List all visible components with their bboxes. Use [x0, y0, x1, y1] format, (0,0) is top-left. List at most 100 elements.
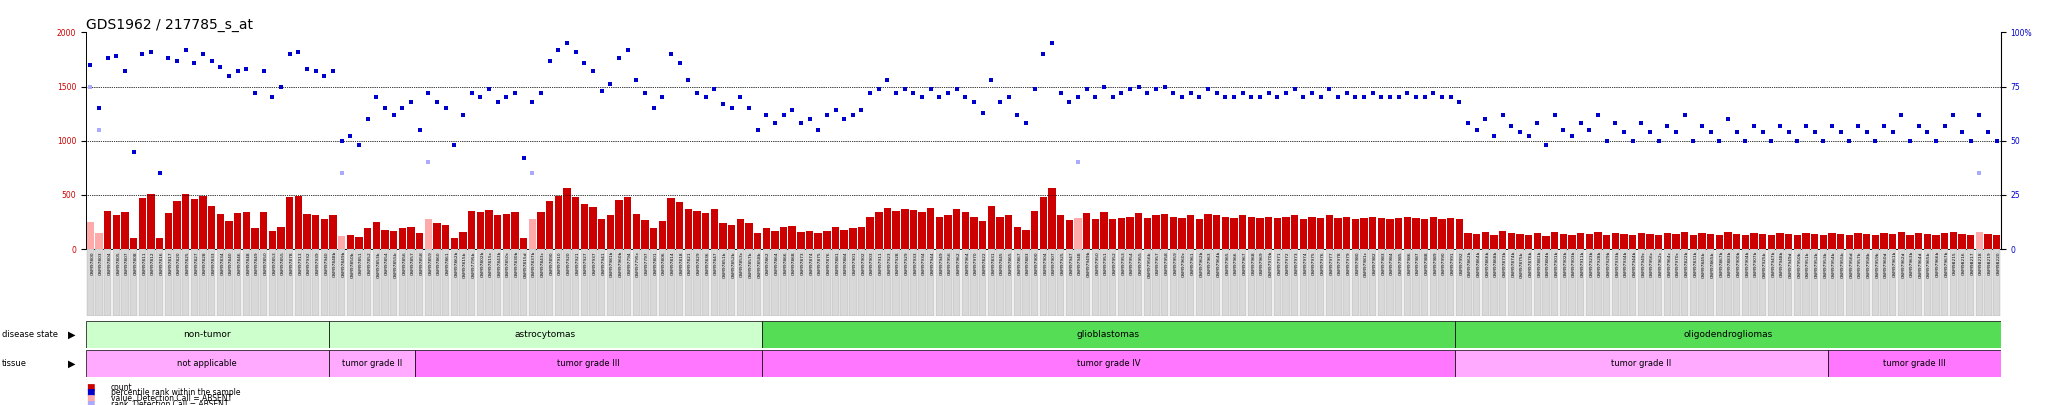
Text: GSM97980: GSM97980 [1356, 251, 1360, 275]
Bar [502, 214, 510, 249]
Bar [1561, 249, 1567, 316]
Text: GSM97859: GSM97859 [428, 251, 432, 275]
Point [1962, 170, 1995, 177]
Bar [1751, 249, 1757, 316]
Point [1487, 111, 1520, 118]
Bar [459, 232, 467, 249]
Text: GSM97901b: GSM97901b [1554, 251, 1559, 277]
Point [1530, 142, 1563, 148]
Bar [225, 249, 233, 316]
Bar [1690, 235, 1698, 249]
Point [1772, 129, 1804, 135]
Point [645, 94, 678, 101]
Text: GSM97951b: GSM97951b [1806, 251, 1810, 277]
Bar [823, 231, 831, 249]
Bar [997, 217, 1004, 249]
Text: GSM97964b: GSM97964b [1217, 251, 1221, 277]
Bar [1827, 350, 2001, 377]
Bar [1655, 235, 1663, 249]
Bar [936, 217, 944, 249]
Bar [1767, 249, 1776, 316]
Text: GSM97959b: GSM97959b [1876, 251, 1880, 277]
Bar [1022, 249, 1030, 316]
Text: GSM98216: GSM98216 [1962, 251, 1966, 275]
Bar [1915, 249, 1923, 316]
Bar [1993, 249, 2001, 316]
Text: GSM97867: GSM97867 [1018, 251, 1022, 275]
Point [924, 94, 956, 101]
Bar [1456, 249, 1462, 316]
Bar [1716, 249, 1722, 316]
Bar [676, 202, 684, 249]
Point [940, 85, 973, 92]
Text: GSM97850: GSM97850 [264, 251, 268, 275]
Point [1616, 138, 1649, 144]
Point [1036, 40, 1069, 47]
Bar [606, 249, 614, 316]
Text: GSM97940: GSM97940 [324, 251, 328, 275]
Text: GSM97829: GSM97829 [696, 251, 700, 275]
Bar [1931, 235, 1939, 249]
Bar [944, 249, 952, 316]
Point [948, 94, 981, 101]
Point [1122, 83, 1155, 90]
Bar [762, 350, 1454, 377]
Text: GSM97970b: GSM97970b [1270, 251, 1272, 277]
Bar [1057, 215, 1065, 249]
Point [1503, 129, 1536, 135]
Text: GSM97970c: GSM97970c [1675, 251, 1679, 277]
Point [621, 77, 653, 83]
Bar [1126, 249, 1135, 316]
Bar [86, 222, 94, 249]
Text: GSM97968: GSM97968 [1251, 251, 1255, 275]
Text: GSM97853: GSM97853 [272, 251, 276, 275]
Bar [979, 249, 987, 316]
Text: GSM97855b: GSM97855b [393, 251, 397, 278]
Bar [797, 249, 805, 316]
Text: GSM97828: GSM97828 [203, 251, 207, 275]
Bar [381, 230, 389, 249]
Text: GSM97867b: GSM97867b [1720, 251, 1722, 277]
Bar [322, 249, 328, 316]
Bar [1413, 249, 1419, 316]
Point [750, 111, 782, 118]
Bar [1673, 249, 1679, 316]
Text: value, Detection Call = ABSENT: value, Detection Call = ABSENT [111, 394, 231, 403]
Text: GSM97833: GSM97833 [211, 251, 215, 275]
Text: GSM97903b: GSM97903b [1573, 251, 1577, 277]
Text: GSM97904: GSM97904 [1044, 251, 1047, 275]
Text: GSM97929: GSM97929 [905, 251, 909, 275]
Bar [1395, 217, 1403, 249]
Bar [174, 201, 180, 249]
Point [516, 170, 549, 177]
Bar [1325, 215, 1333, 249]
Bar [389, 231, 397, 249]
Bar [684, 249, 692, 316]
Point [1434, 94, 1466, 101]
Text: GSM97984: GSM97984 [1391, 251, 1395, 275]
Point [1669, 111, 1702, 118]
Text: GSM97954b: GSM97954b [1833, 251, 1835, 277]
Point [1044, 90, 1077, 96]
Bar [1706, 249, 1714, 316]
Point [1929, 122, 1962, 129]
Point [1192, 85, 1225, 92]
Bar [598, 249, 606, 316]
Bar [1430, 249, 1438, 316]
Text: tumor grade III: tumor grade III [557, 359, 621, 368]
Text: GSM97911b: GSM97911b [1581, 251, 1585, 277]
Bar [1491, 235, 1497, 249]
Bar [1325, 249, 1333, 316]
Bar [1448, 249, 1454, 316]
Bar [1040, 197, 1047, 249]
Bar [1776, 233, 1784, 249]
Point [430, 105, 463, 111]
Bar [1403, 249, 1411, 316]
Bar [1542, 236, 1550, 249]
Bar [242, 212, 250, 249]
Point [1286, 94, 1319, 101]
Bar [1100, 249, 1108, 316]
Bar [1837, 249, 1845, 316]
Bar [866, 217, 874, 249]
Bar [1958, 249, 1966, 316]
